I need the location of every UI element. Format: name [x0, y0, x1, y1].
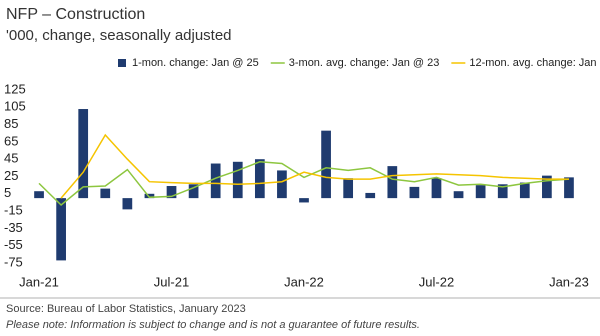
bar: [166, 186, 177, 199]
bar: [144, 193, 155, 199]
bar: [232, 161, 243, 199]
bar: [343, 178, 354, 199]
line: [38, 161, 570, 207]
bar: [365, 192, 376, 199]
y-tick-label: 65: [4, 133, 18, 148]
y-tick-label: 125: [4, 81, 26, 96]
legend-label: 1-mon. change: Jan @ 25: [132, 57, 259, 69]
bar: [409, 186, 420, 199]
bar: [56, 198, 66, 261]
y-tick-label: -75: [4, 254, 23, 269]
y-tick-label: -35: [4, 220, 23, 235]
bar: [254, 159, 265, 199]
bar: [100, 188, 111, 199]
bar: [387, 166, 398, 199]
bar: [210, 163, 221, 199]
bar: [431, 178, 442, 199]
y-tick-label: 25: [4, 168, 18, 183]
y-tick-label: 45: [4, 151, 18, 166]
bar: [542, 175, 552, 199]
bar: [34, 191, 44, 199]
note: Please note: Information is subject to c…: [6, 319, 420, 331]
x-tick-label: Jan-23: [549, 274, 589, 289]
legend-swatch: [118, 59, 126, 67]
y-tick-label: -15: [4, 203, 23, 218]
legend-label: 3-mon. avg. change: Jan @ 23: [289, 57, 440, 69]
legend-label: 12-mon. avg. change: Jan @ 25: [469, 57, 600, 69]
x-tick-label: Jul-21: [154, 274, 189, 289]
x-tick-label: Jan-22: [284, 274, 324, 289]
chart-subtitle: '000, change, seasonally adjusted: [6, 27, 232, 44]
bar: [122, 198, 133, 210]
y-tick-label: 105: [4, 99, 26, 114]
x-tick-label: Jan-21: [19, 274, 59, 289]
bar: [453, 191, 464, 199]
chart-title: NFP – Construction: [6, 6, 145, 23]
source: Source: Bureau of Labor Statistics, Janu…: [6, 303, 246, 315]
line: [60, 133, 569, 199]
bar: [277, 170, 287, 199]
bar: [497, 184, 508, 199]
y-tick-label: 85: [4, 116, 18, 131]
x-tick-label: Jul-22: [419, 274, 454, 289]
bar: [519, 182, 530, 199]
bar: [475, 185, 486, 199]
y-tick-label: -55: [4, 237, 23, 252]
bar: [299, 198, 309, 203]
y-tick-label: 5: [4, 185, 11, 200]
bar: [78, 109, 89, 199]
bar: [321, 130, 331, 199]
bar: [564, 177, 574, 199]
bar: [188, 184, 199, 199]
